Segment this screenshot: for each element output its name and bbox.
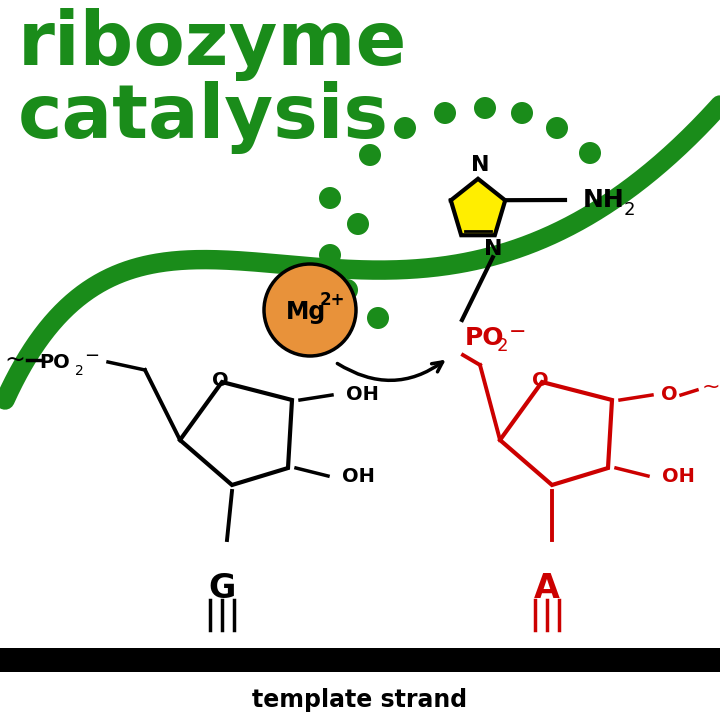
Circle shape — [367, 307, 389, 329]
Text: −: − — [509, 322, 526, 342]
Text: 2+: 2+ — [319, 291, 345, 309]
Text: PO: PO — [40, 352, 70, 371]
Text: G: G — [208, 571, 235, 604]
Circle shape — [394, 117, 416, 139]
Text: OH: OH — [346, 386, 379, 405]
Text: 2: 2 — [497, 337, 508, 355]
Circle shape — [319, 244, 341, 266]
Polygon shape — [180, 382, 292, 485]
Text: NH: NH — [583, 188, 625, 212]
Circle shape — [347, 213, 369, 235]
Text: PO: PO — [465, 326, 505, 350]
Text: ribozyme
catalysis: ribozyme catalysis — [18, 8, 408, 154]
Text: OH: OH — [341, 467, 374, 486]
Text: O: O — [661, 386, 678, 405]
Text: −: − — [84, 347, 99, 365]
Circle shape — [336, 279, 358, 301]
Text: ~: ~ — [702, 377, 720, 397]
Text: A: A — [534, 571, 560, 604]
Bar — [0, 648, 720, 672]
Text: O: O — [531, 371, 549, 389]
Circle shape — [264, 264, 356, 356]
Text: ~: ~ — [4, 348, 25, 372]
Polygon shape — [500, 382, 612, 485]
Text: Mg: Mg — [286, 300, 326, 324]
Text: O: O — [212, 371, 228, 389]
Text: OH: OH — [662, 467, 694, 486]
Text: N: N — [471, 155, 490, 175]
Circle shape — [546, 117, 568, 139]
Circle shape — [511, 102, 533, 124]
Circle shape — [434, 102, 456, 124]
Text: 2: 2 — [624, 201, 635, 219]
Polygon shape — [451, 179, 505, 235]
Circle shape — [359, 144, 381, 166]
Text: 2: 2 — [75, 364, 84, 378]
Circle shape — [474, 97, 496, 119]
Circle shape — [319, 187, 341, 209]
Text: N: N — [484, 240, 502, 259]
Circle shape — [579, 142, 601, 164]
Text: template strand: template strand — [253, 688, 467, 712]
FancyArrowPatch shape — [338, 362, 443, 380]
